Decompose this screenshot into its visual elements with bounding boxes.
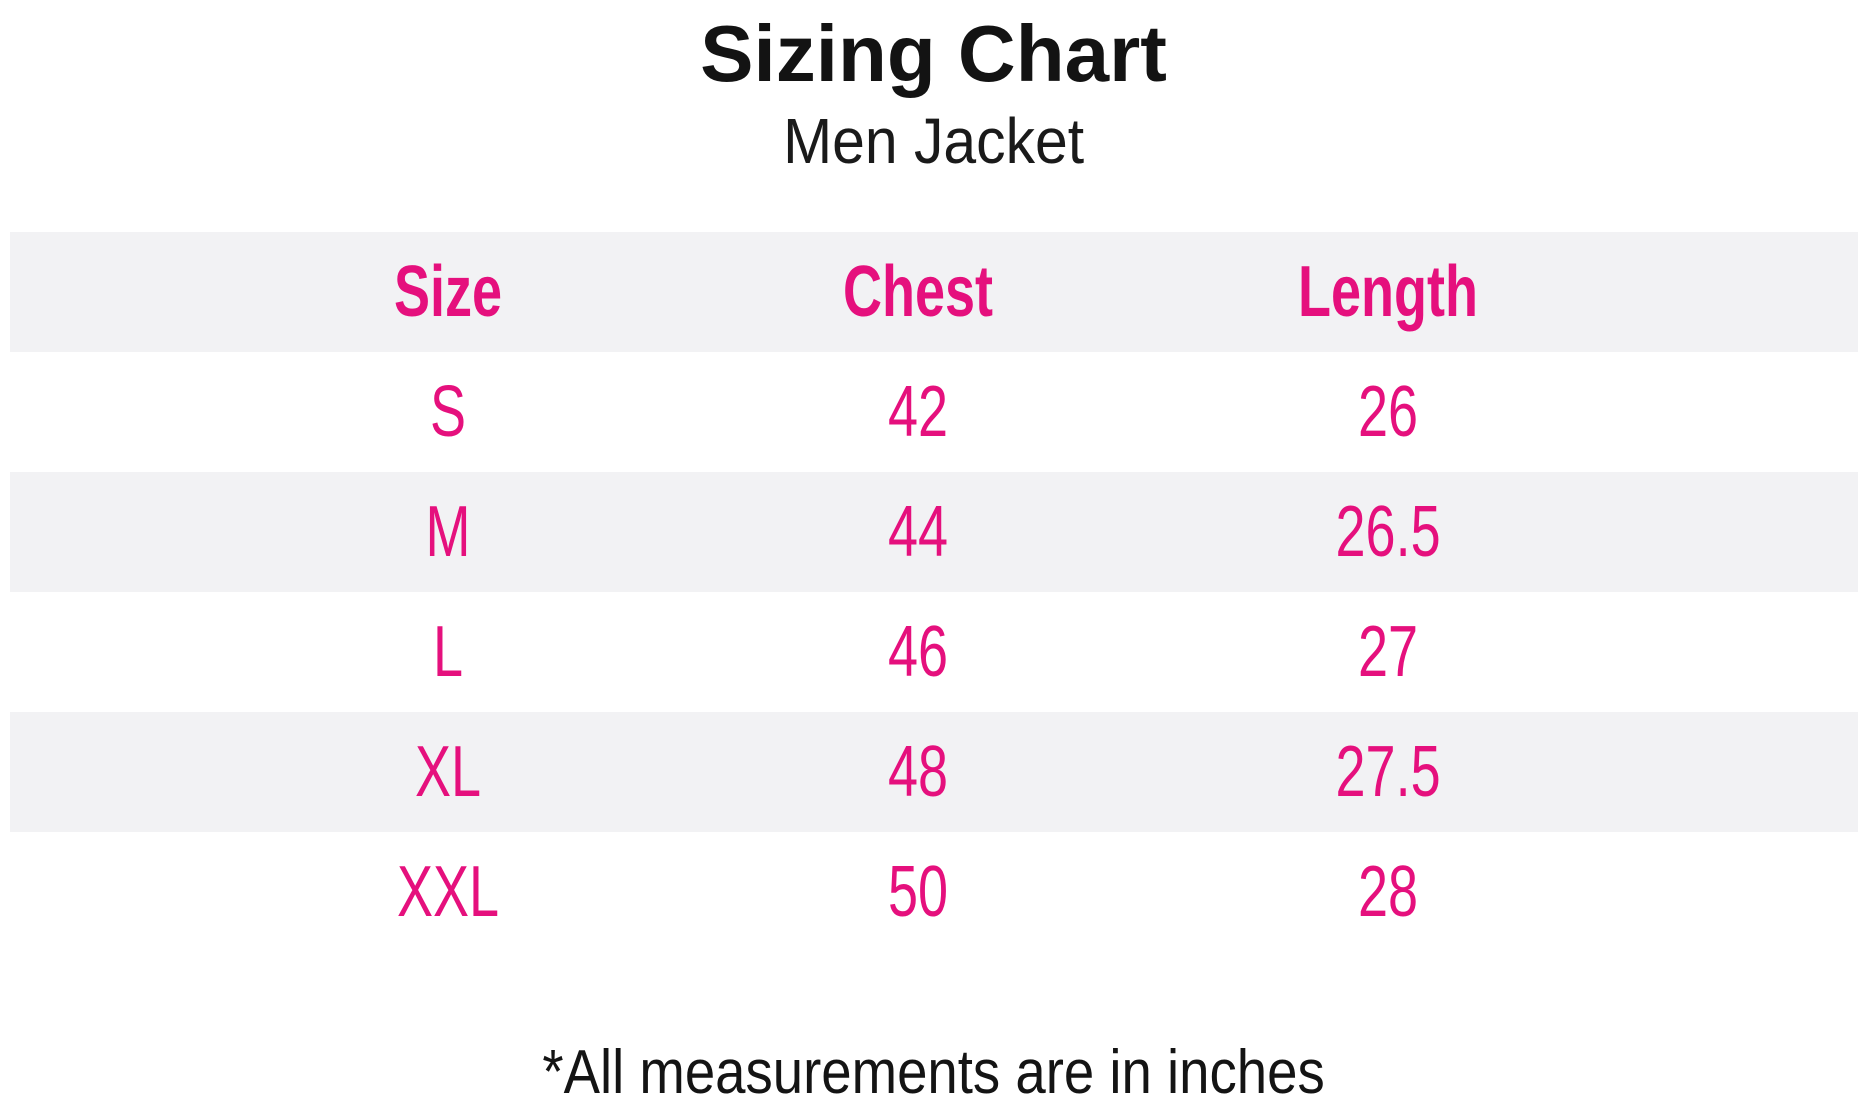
cell-size-l: L: [432, 612, 464, 692]
table-row-xl: XL 48 27.5: [10, 712, 1858, 832]
cell-chest-xxl: 50: [887, 852, 949, 932]
table-row-xxl: XXL 50 28: [10, 832, 1858, 952]
page-title: Sizing Chart: [700, 9, 1167, 98]
table-row-m: M 44 26.5: [10, 472, 1858, 592]
cell-size-s: S: [429, 372, 467, 452]
cell-length-xl: 27.5: [1335, 732, 1441, 812]
column-header-size-label: Size: [393, 252, 503, 332]
column-header-chest-label: Chest: [842, 252, 994, 332]
cell-size-m: M: [425, 492, 471, 572]
cell-size-xxl: XXL: [396, 852, 500, 932]
sizing-table: Size Chest Length S 42 26: [10, 232, 1858, 952]
column-header-length-label: Length: [1298, 252, 1478, 332]
measurements-footnote-text: *All measurements are in inches: [542, 1037, 1325, 1107]
measurements-footnote: *All measurements are in inches: [0, 1030, 1867, 1114]
table-row-l: L 46 27: [10, 592, 1858, 712]
page-subtitle-text: Men Jacket: [782, 105, 1085, 177]
cell-chest-l: 46: [887, 612, 949, 692]
page-subtitle: Men Jacket: [0, 102, 1867, 180]
cell-length-m: 26.5: [1335, 492, 1441, 572]
cell-chest-s: 42: [887, 372, 949, 452]
column-header-chest: Chest: [683, 232, 1153, 352]
cell-chest-m: 44: [887, 492, 949, 572]
table-header-row: Size Chest Length: [10, 232, 1858, 352]
cell-size-xl: XL: [414, 732, 482, 812]
column-header-size: Size: [213, 232, 683, 352]
cell-length-s: 26: [1357, 372, 1419, 452]
table-row-s: S 42 26: [10, 352, 1858, 472]
cell-length-xxl: 28: [1357, 852, 1419, 932]
column-header-length: Length: [1153, 232, 1623, 352]
cell-length-l: 27: [1357, 612, 1419, 692]
cell-chest-xl: 48: [887, 732, 949, 812]
